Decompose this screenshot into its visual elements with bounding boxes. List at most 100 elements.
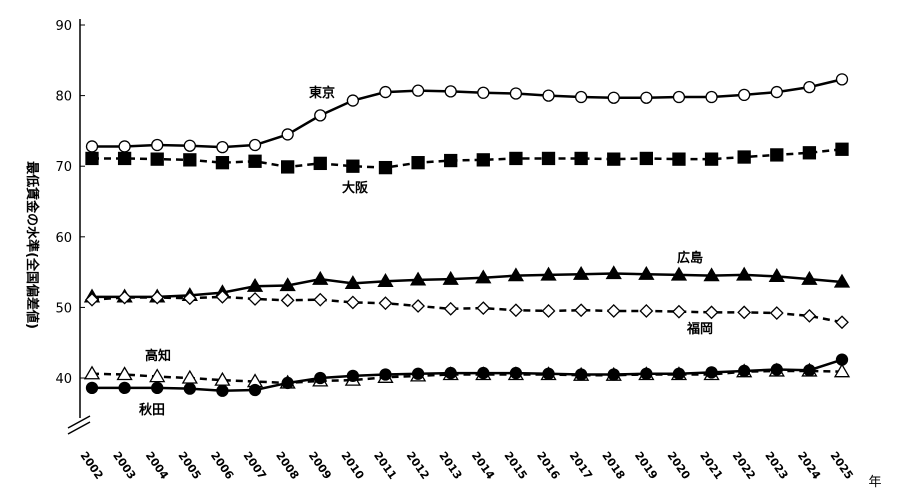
- point: [670, 266, 688, 281]
- point: [572, 265, 590, 280]
- point: [444, 366, 457, 380]
- point: [768, 268, 785, 282]
- point: [378, 296, 393, 311]
- series-label: 福岡: [686, 321, 713, 337]
- point: [248, 383, 262, 397]
- point: [183, 153, 197, 167]
- point: [574, 303, 589, 318]
- point: [246, 277, 264, 292]
- point: [411, 84, 425, 97]
- point: [150, 290, 165, 305]
- point: [248, 138, 262, 152]
- series-line: [92, 148, 843, 169]
- point: [117, 290, 132, 305]
- point: [509, 151, 523, 166]
- point: [507, 267, 525, 282]
- series-label: 高知: [145, 348, 171, 364]
- point: [215, 289, 230, 304]
- point: [183, 382, 196, 395]
- x-tick-label: 2016: [534, 449, 562, 482]
- point: [216, 140, 229, 154]
- x-tick-label: 2011: [371, 449, 399, 482]
- point: [248, 292, 262, 306]
- point: [443, 301, 458, 316]
- point: [216, 384, 229, 397]
- x-tick-label: 2024: [795, 449, 823, 482]
- series-label: 東京: [309, 85, 335, 101]
- point: [150, 152, 164, 166]
- y-tick-label: 60: [55, 231, 72, 246]
- point: [508, 303, 523, 318]
- point: [607, 152, 621, 166]
- point: [704, 305, 719, 320]
- point: [835, 142, 849, 156]
- point: [672, 90, 686, 104]
- point: [85, 140, 99, 153]
- point: [541, 151, 556, 166]
- point: [312, 270, 329, 285]
- series-label: 広島: [677, 250, 703, 266]
- point: [835, 73, 849, 86]
- point: [378, 160, 393, 175]
- series-line: [92, 78, 843, 149]
- x-tick-label: 2003: [110, 449, 138, 482]
- point: [509, 366, 523, 380]
- point: [672, 304, 686, 319]
- point: [444, 153, 458, 168]
- point: [833, 363, 851, 378]
- x-tick-label: 2012: [404, 449, 432, 482]
- point: [476, 301, 491, 316]
- point: [738, 364, 751, 378]
- point: [770, 85, 783, 99]
- point: [803, 364, 816, 377]
- point: [344, 275, 362, 290]
- point: [542, 367, 555, 380]
- point: [477, 366, 490, 380]
- point: [736, 266, 753, 281]
- point: [606, 304, 621, 318]
- x-tick-label: 2018: [599, 449, 627, 482]
- x-tick-label: 2020: [664, 449, 692, 482]
- axis-break: [67, 415, 91, 429]
- point: [281, 160, 295, 174]
- series-line: [91, 295, 843, 324]
- point: [801, 270, 818, 285]
- point: [313, 156, 327, 171]
- x-tick-label: 2017: [567, 449, 595, 482]
- y-tick-label: 70: [55, 160, 72, 175]
- point: [149, 368, 166, 383]
- point: [672, 367, 686, 380]
- point: [83, 365, 101, 380]
- point: [703, 267, 720, 282]
- point: [835, 315, 849, 330]
- x-tick-label: 2006: [208, 449, 236, 482]
- point: [181, 369, 198, 384]
- point: [116, 366, 133, 381]
- point: [574, 151, 588, 166]
- point: [541, 304, 556, 318]
- point: [802, 146, 817, 160]
- x-tick-label: 2014: [469, 449, 497, 482]
- point: [379, 85, 392, 99]
- point: [509, 87, 523, 100]
- series-label: 秋田: [139, 402, 165, 418]
- point: [770, 363, 783, 376]
- point: [346, 94, 360, 107]
- point: [574, 368, 588, 381]
- point: [118, 381, 131, 395]
- x-tick-label: 2019: [632, 449, 660, 482]
- point: [542, 89, 555, 102]
- point: [833, 273, 851, 288]
- y-tick-label: 50: [55, 301, 72, 316]
- point: [705, 90, 718, 104]
- point: [639, 304, 654, 318]
- point: [639, 151, 653, 166]
- point: [803, 80, 816, 94]
- point: [117, 151, 132, 166]
- point: [770, 148, 784, 162]
- point: [346, 159, 360, 173]
- x-tick-label: 2013: [436, 449, 464, 482]
- point: [607, 368, 620, 381]
- point: [182, 291, 197, 306]
